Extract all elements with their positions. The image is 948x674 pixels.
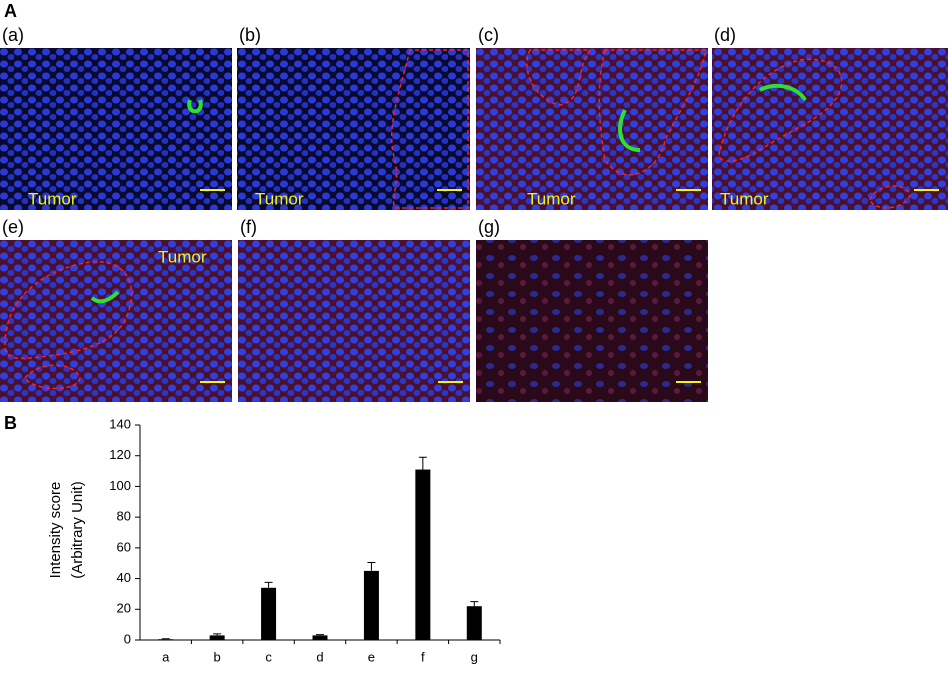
tumor-label: Tumor <box>28 189 77 208</box>
micrograph <box>476 48 708 210</box>
micrographs <box>0 48 948 402</box>
error-bar <box>367 562 375 570</box>
image-label: (d) <box>714 25 736 45</box>
y-tick-label: 120 <box>109 447 131 462</box>
micrograph <box>712 48 948 210</box>
micrograph <box>476 240 708 402</box>
x-tick-label: e <box>368 649 375 664</box>
y-tick-label: 140 <box>109 416 131 431</box>
y-axis-label: Intensity score <box>47 482 64 579</box>
micrograph <box>238 240 470 402</box>
image-label: (c) <box>478 25 499 45</box>
bar <box>313 635 328 640</box>
y-axis-label: (Arbitrary Unit) <box>69 481 86 579</box>
x-tick-label: f <box>421 649 425 664</box>
y-tick-label: 80 <box>117 509 131 524</box>
image-label: (g) <box>478 217 500 237</box>
error-bar <box>265 582 273 587</box>
micrograph <box>237 48 470 210</box>
error-bar <box>213 634 221 636</box>
panel-label: B <box>4 413 17 433</box>
y-tick-label: 20 <box>117 601 131 616</box>
tumor-label: Tumor <box>158 247 207 266</box>
x-tick-label: d <box>316 649 323 664</box>
bar <box>158 639 173 640</box>
error-bar <box>470 602 478 607</box>
y-tick-label: 60 <box>117 539 131 554</box>
y-tick-label: 0 <box>124 631 131 646</box>
x-tick-label: a <box>162 649 170 664</box>
bar <box>364 571 379 640</box>
tumor-label: Tumor <box>527 189 576 208</box>
y-tick-label: 100 <box>109 478 131 493</box>
tumor-label: Tumor <box>255 189 304 208</box>
image-label: (a) <box>2 25 24 45</box>
x-tick-label: c <box>265 649 272 664</box>
tumor-label: Tumor <box>720 189 769 208</box>
panel-label: A <box>4 1 17 21</box>
error-bar <box>316 635 324 636</box>
x-tick-label: b <box>214 649 221 664</box>
error-bar <box>419 457 427 469</box>
bar <box>467 606 482 640</box>
bar <box>210 635 225 640</box>
image-label: (b) <box>239 25 261 45</box>
bar <box>415 470 430 640</box>
bar <box>261 588 276 640</box>
y-tick-label: 40 <box>117 570 131 585</box>
x-tick-label: g <box>471 649 478 664</box>
image-label: (f) <box>240 217 257 237</box>
micrograph <box>0 48 232 210</box>
image-label: (e) <box>2 217 24 237</box>
